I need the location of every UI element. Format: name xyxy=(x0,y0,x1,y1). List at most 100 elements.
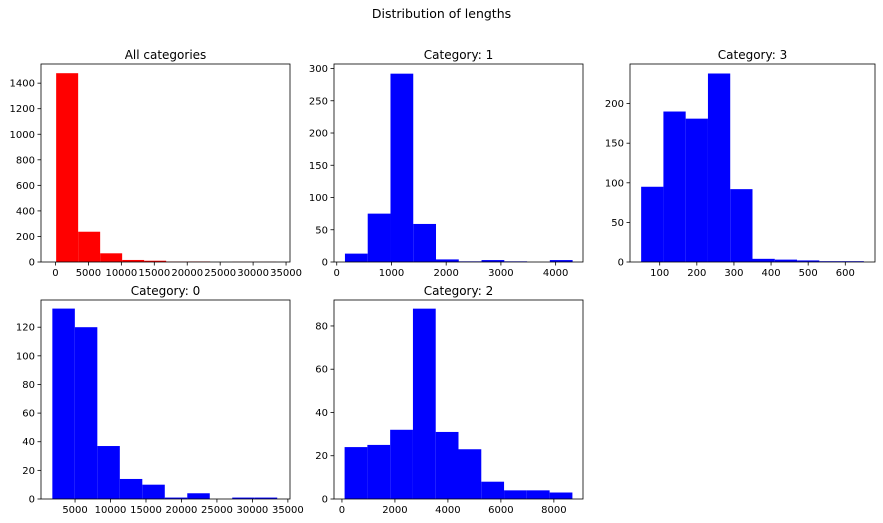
y-tick-label: 20 xyxy=(315,451,328,462)
y-tick-label: 0 xyxy=(322,495,328,506)
y-tick-label: 1400 xyxy=(10,79,35,90)
histogram-bar xyxy=(458,449,482,499)
panel-title: Category: 0 xyxy=(131,284,200,298)
histogram-bar xyxy=(367,213,391,262)
histogram-bar xyxy=(526,490,550,499)
axes-frame xyxy=(333,299,584,500)
x-tick-label: 10000 xyxy=(95,505,127,516)
y-tick-label: 50 xyxy=(315,225,328,236)
y-tick-label: 0 xyxy=(618,258,624,269)
y-tick-label: 150 xyxy=(605,139,624,150)
x-tick-label: 30000 xyxy=(237,268,269,279)
y-tick-label: 400 xyxy=(16,206,35,217)
histogram-bar xyxy=(344,253,368,262)
histogram-bar xyxy=(752,258,775,262)
histogram-bar xyxy=(436,259,459,262)
histogram-bar xyxy=(481,481,505,499)
y-tick-label: 120 xyxy=(16,323,35,334)
y-tick-label: 600 xyxy=(16,181,35,192)
axes-frame xyxy=(40,63,291,263)
histogram-bar xyxy=(549,260,573,262)
histogram-bar xyxy=(100,253,123,262)
x-tick-label: 2000 xyxy=(433,268,458,279)
y-tick-label: 40 xyxy=(22,437,35,448)
histogram-bar xyxy=(142,484,165,499)
y-tick-label: 100 xyxy=(16,351,35,362)
y-tick-label: 50 xyxy=(611,218,624,229)
histogram-panel-category-0: 5000 10000 15000 20000 25000 30000 35000 0 20 40 6… xyxy=(16,284,304,516)
histogram-bar xyxy=(774,259,798,262)
y-tick-label: 40 xyxy=(315,408,328,419)
panel-title: Category: 2 xyxy=(424,284,493,298)
y-tick-label: 200 xyxy=(16,232,35,243)
histogram-bar xyxy=(56,73,79,262)
y-tick-label: 80 xyxy=(22,380,35,391)
x-tick-label: 100 xyxy=(650,268,669,279)
histogram-bar xyxy=(144,260,167,262)
x-tick-label: 4000 xyxy=(543,268,568,279)
axes-frame xyxy=(629,63,876,263)
histogram-bar xyxy=(481,260,505,262)
x-tick-label: 400 xyxy=(762,268,781,279)
histogram-bar xyxy=(504,490,527,499)
axes-frame xyxy=(333,63,584,263)
x-tick-label: 300 xyxy=(724,268,743,279)
y-tick-label: 20 xyxy=(22,466,35,477)
histogram-bar xyxy=(641,186,664,262)
histogram-bar xyxy=(730,189,753,262)
x-tick-label: 600 xyxy=(836,268,855,279)
x-tick-label: 25000 xyxy=(204,268,236,279)
y-tick-label: 200 xyxy=(309,129,328,140)
x-tick-label: 8000 xyxy=(541,505,566,516)
histogram-bar xyxy=(367,444,391,499)
histogram-bar xyxy=(78,231,101,262)
x-tick-label: 5000 xyxy=(62,505,87,516)
histogram-bar xyxy=(254,497,278,499)
y-tick-label: 100 xyxy=(309,193,328,204)
histogram-bar xyxy=(52,308,75,499)
histogram-bar xyxy=(663,111,686,263)
figure-title: Distribution of lengths xyxy=(371,6,512,21)
x-tick-label: 25000 xyxy=(201,505,233,516)
x-tick-label: 20000 xyxy=(166,505,198,516)
x-tick-label: 15000 xyxy=(130,505,162,516)
y-tick-label: 800 xyxy=(16,155,35,166)
x-tick-label: 3000 xyxy=(488,268,513,279)
x-tick-label: 5000 xyxy=(76,268,101,279)
panel-title: Category: 1 xyxy=(424,48,493,62)
histogram-bar xyxy=(390,73,414,262)
y-tick-label: 100 xyxy=(605,178,624,189)
histogram-panel-category-3: 100 200 300 400 500 600 0 50 100 150 200 Category: … xyxy=(605,48,876,279)
histogram-bar xyxy=(97,446,120,499)
x-tick-label: 0 xyxy=(52,268,58,279)
y-tick-label: 200 xyxy=(605,99,624,110)
x-tick-label: 2000 xyxy=(382,505,407,516)
histogram-bar xyxy=(435,431,459,499)
histogram-panel-all-categories: 0 5000 10000 15000 20000 25000 30000 35000 0 200 4… xyxy=(10,48,302,279)
axes-frame xyxy=(40,299,291,500)
x-tick-label: 4000 xyxy=(435,505,460,516)
histogram-panel-category-1: 0 1000 2000 3000 4000 0 50 100 150 200 250 300 Categ… xyxy=(309,48,584,279)
y-tick-label: 60 xyxy=(315,365,328,376)
y-tick-label: 0 xyxy=(29,495,35,506)
histogram-bar xyxy=(164,497,188,499)
histogram-bar xyxy=(122,259,145,262)
histogram-bar xyxy=(74,327,98,499)
y-tick-label: 0 xyxy=(322,258,328,269)
x-tick-label: 200 xyxy=(687,268,706,279)
x-tick-label: 15000 xyxy=(138,268,170,279)
x-tick-label: 1000 xyxy=(379,268,404,279)
histogram-bar xyxy=(344,447,368,499)
x-tick-label: 30000 xyxy=(236,505,268,516)
y-tick-label: 80 xyxy=(315,321,328,332)
histogram-bar xyxy=(413,223,437,262)
y-tick-label: 250 xyxy=(309,96,328,107)
panel-title: Category: 3 xyxy=(718,48,787,62)
histogram-bar xyxy=(685,118,708,263)
y-tick-label: 1200 xyxy=(10,104,35,115)
y-tick-label: 150 xyxy=(309,161,328,172)
y-tick-label: 300 xyxy=(309,64,328,75)
panel-title: All categories xyxy=(125,48,207,62)
histogram-bar xyxy=(390,429,413,499)
